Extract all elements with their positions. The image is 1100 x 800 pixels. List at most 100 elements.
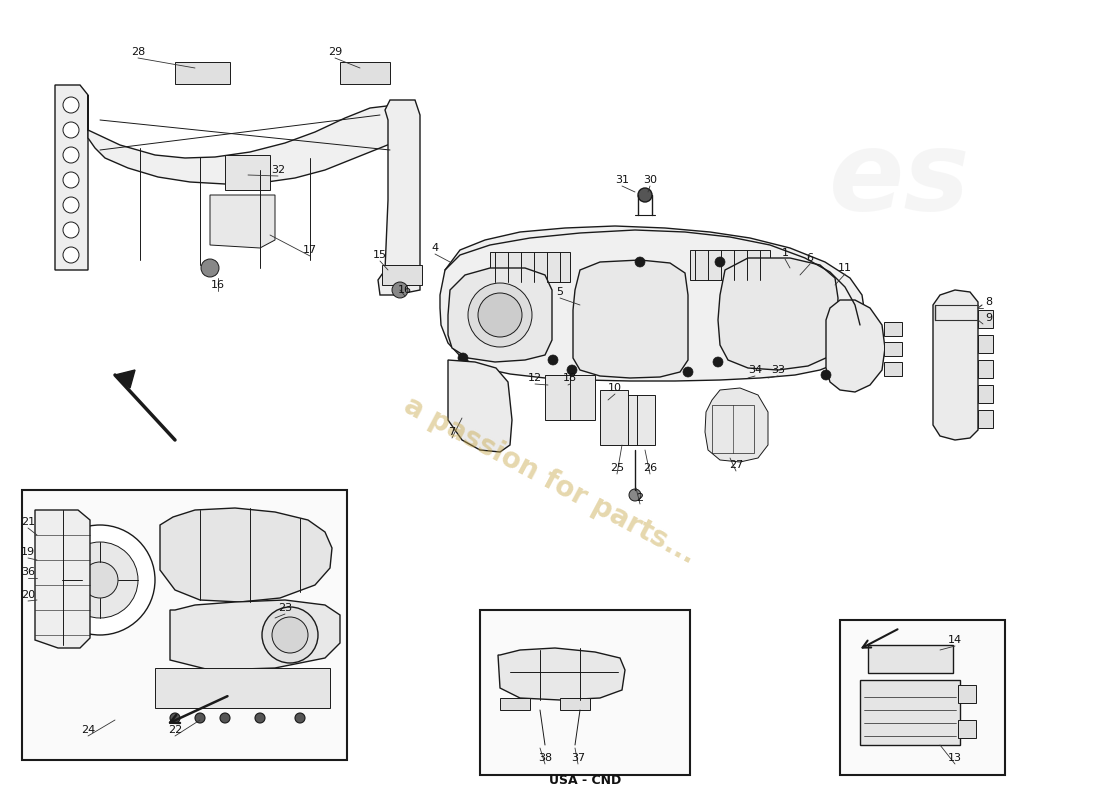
Circle shape — [170, 713, 180, 723]
Text: 25: 25 — [609, 463, 624, 473]
Circle shape — [63, 97, 79, 113]
Polygon shape — [210, 195, 275, 248]
Bar — [860, 680, 960, 745]
Circle shape — [566, 365, 578, 375]
Text: 10: 10 — [608, 383, 622, 393]
Bar — [884, 322, 902, 336]
Bar — [978, 335, 993, 353]
Polygon shape — [160, 508, 332, 602]
Circle shape — [63, 222, 79, 238]
Circle shape — [63, 172, 79, 188]
Polygon shape — [933, 290, 978, 440]
Circle shape — [62, 542, 138, 618]
Polygon shape — [88, 95, 418, 184]
Text: 24: 24 — [81, 725, 95, 735]
Bar — [884, 362, 902, 376]
Circle shape — [638, 188, 652, 202]
Polygon shape — [170, 600, 340, 670]
Polygon shape — [826, 300, 886, 392]
Text: 5: 5 — [557, 287, 563, 297]
Text: 1: 1 — [781, 248, 789, 258]
Bar — [382, 265, 422, 285]
Text: 29: 29 — [328, 47, 342, 57]
Bar — [958, 685, 976, 703]
Bar — [868, 645, 953, 673]
Bar — [490, 252, 570, 282]
Text: 6: 6 — [806, 253, 814, 263]
Bar — [712, 405, 754, 453]
Polygon shape — [55, 85, 88, 270]
Polygon shape — [718, 258, 838, 370]
Bar — [620, 395, 654, 445]
Bar — [958, 720, 976, 738]
Text: 20: 20 — [21, 590, 35, 600]
Bar — [840, 620, 1005, 775]
Text: 19: 19 — [21, 547, 35, 557]
Text: 18: 18 — [563, 373, 578, 383]
Text: 13: 13 — [948, 753, 962, 763]
Bar — [600, 390, 628, 445]
Text: 16: 16 — [211, 280, 226, 290]
Text: 28: 28 — [131, 47, 145, 57]
Circle shape — [45, 525, 155, 635]
Text: 32: 32 — [271, 165, 285, 175]
Polygon shape — [573, 260, 688, 378]
Text: a passion for parts...: a passion for parts... — [399, 391, 701, 569]
Text: 38: 38 — [538, 753, 552, 763]
Text: 26: 26 — [642, 463, 657, 473]
Text: 30: 30 — [644, 175, 657, 185]
Circle shape — [272, 617, 308, 653]
Circle shape — [478, 293, 522, 337]
Bar — [884, 342, 902, 356]
Text: 21: 21 — [21, 517, 35, 527]
Bar — [500, 698, 530, 710]
Bar — [175, 62, 230, 84]
Circle shape — [821, 370, 830, 380]
Text: 4: 4 — [431, 243, 439, 253]
Bar — [978, 310, 993, 328]
Text: 23: 23 — [278, 603, 293, 613]
Circle shape — [548, 355, 558, 365]
Circle shape — [468, 283, 532, 347]
Bar — [544, 375, 595, 420]
Text: 15: 15 — [373, 250, 387, 260]
Text: 34: 34 — [748, 365, 762, 375]
Polygon shape — [378, 100, 420, 295]
Circle shape — [392, 282, 408, 298]
Circle shape — [82, 562, 118, 598]
Text: 11: 11 — [838, 263, 853, 273]
Circle shape — [715, 257, 725, 267]
Text: 36: 36 — [21, 567, 35, 577]
Circle shape — [295, 713, 305, 723]
Bar — [978, 360, 993, 378]
Bar — [226, 155, 270, 190]
Circle shape — [635, 257, 645, 267]
Text: es: es — [829, 126, 970, 234]
Circle shape — [262, 607, 318, 663]
Circle shape — [713, 357, 723, 367]
Polygon shape — [35, 510, 90, 648]
Text: 22: 22 — [168, 725, 183, 735]
Circle shape — [63, 122, 79, 138]
Text: 37: 37 — [571, 753, 585, 763]
Circle shape — [63, 147, 79, 163]
Bar — [978, 385, 993, 403]
Circle shape — [629, 489, 641, 501]
Text: 14: 14 — [948, 635, 962, 645]
Text: 33: 33 — [771, 365, 785, 375]
Polygon shape — [440, 226, 865, 381]
Text: 9: 9 — [984, 313, 992, 323]
Text: 7: 7 — [449, 427, 455, 437]
Text: 12: 12 — [528, 373, 542, 383]
Circle shape — [63, 197, 79, 213]
Text: 8: 8 — [984, 297, 992, 307]
Circle shape — [255, 713, 265, 723]
Polygon shape — [448, 268, 552, 362]
Text: 17: 17 — [302, 245, 317, 255]
Bar — [22, 490, 346, 760]
Bar — [978, 410, 993, 428]
Text: 27: 27 — [729, 460, 744, 470]
Circle shape — [458, 353, 468, 363]
Polygon shape — [705, 388, 768, 462]
Text: 16: 16 — [398, 285, 412, 295]
